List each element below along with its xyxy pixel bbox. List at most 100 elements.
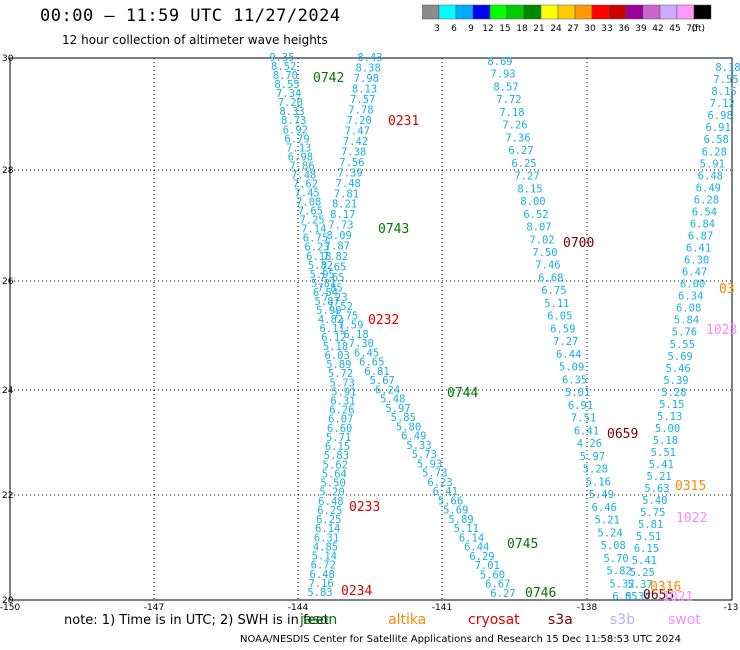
wave-height-value: 5.97 [385,403,410,415]
wave-height-value: 4.26 [577,438,602,450]
colorbar-tick-label: 18 [516,24,528,34]
wave-height-value: 6.24 [375,384,400,396]
pass-time-label: 0746 [525,586,556,601]
wave-height-value: 8.52 [271,61,296,73]
wave-height-value: 6.18 [343,329,368,341]
y-tick-label: 28 [2,166,14,176]
wave-height-value: 6.31 [330,395,355,407]
wave-height-value: 8.15 [517,183,542,195]
pass-time-label: 0744 [447,386,478,401]
colorbar-tick-label: 70 [686,24,698,34]
wave-height-value: 7.65 [298,206,323,218]
pass-time-label: 0315 [675,479,706,494]
wave-height-value: 7.65 [321,262,346,274]
x-tick-label: -144 [288,603,309,613]
plot-frame [9,57,733,601]
wave-height-value: 5.75 [640,507,665,519]
pass-time-label: 0700 [563,236,594,251]
wave-height-value: 6.15 [325,441,350,453]
wave-height-value: 6.29 [469,551,494,563]
wave-height-value: 5.40 [642,495,667,507]
wave-height-value: 7.25 [299,215,324,227]
wave-height-value: 5.82 [308,260,333,272]
wave-height-value: 6.41 [686,243,711,255]
wave-height-value: 6.28 [694,194,719,206]
x-tick-label: -147 [144,603,164,613]
wave-height-value: 7.18 [499,107,524,119]
wave-height-value: 7.30 [349,338,374,350]
wave-height-value: 7.20 [346,115,371,127]
wave-height-value: 5.46 [665,363,690,375]
wave-height-value: 6.58 [704,134,729,146]
wave-height-value: 6.52 [523,209,548,221]
wave-height-value: 7.16 [308,578,333,590]
wave-height-value: 7.57 [350,94,375,106]
wave-height-value: 6.30 [684,255,709,267]
wave-height-value: 6.27 [508,145,533,157]
wave-height-value: 6.81 [364,366,389,378]
wave-height-value: 6.48 [310,569,335,581]
wave-height-value: 6.28 [702,146,727,158]
page-subtitle: 12 hour collection of altimeter wave hei… [62,33,328,47]
wave-height-value: 7.23 [322,292,347,304]
wave-height-value: 6.46 [592,502,617,514]
wave-height-value: 5.71 [326,432,351,444]
wave-height-value: 6.25 [317,505,342,517]
wave-height-value: 6.14 [459,532,484,544]
wave-height-value: 6.14 [315,523,340,535]
wave-height-value: 5.37 [627,579,652,591]
pass-time-label: 0234 [341,584,372,599]
colorbar-tick-label: 15 [499,24,510,34]
colorbar-tick-label: 6 [451,24,457,34]
wave-height-value: 6.84 [690,218,715,230]
wave-height-value: 5.55 [670,339,695,351]
wave-height-value: 5.64 [322,468,347,480]
wave-height-value: 6.34 [678,291,703,303]
y-tick-label: 26 [2,277,14,287]
wave-height-value: 4.82 [318,314,343,326]
wave-height-value: 8.13 [352,83,377,95]
wave-height-value: 5.33 [406,440,431,452]
wave-height-value: 7.36 [505,132,530,144]
wave-height-value: 6.98 [707,110,732,122]
wave-height-value: 5.09 [559,362,584,374]
wave-height-value: 7.51 [571,413,596,425]
colorbar-tick-label: 12 [482,24,493,34]
wave-height-value: 6.15 [634,543,659,555]
wave-height-value: 5.18 [323,341,348,353]
wave-height-value: 7.46 [535,260,560,272]
satellite-legend-s3a: s3a [548,612,573,628]
wave-height-value: 5.60 [480,569,505,581]
wave-height-value: 8.69 [487,56,512,68]
wave-height-value: 5.80 [396,421,421,433]
wave-height-value: 4.85 [313,541,338,553]
wave-height-value: 6.59 [550,323,575,335]
satellite-legend-altika: altika [388,612,427,628]
wave-height-value: 7.02 [529,234,554,246]
colorbar-tick-label: 33 [601,24,612,34]
satellite-legend-swot: swot [668,612,701,628]
wave-height-value: 5.95 [309,269,334,281]
wave-height-value: 5.62 [323,459,348,471]
wave-height-value: 6.54 [313,287,338,299]
wave-height-value: 5.91 [700,158,725,170]
wave-height-value: 6.23 [304,242,329,254]
wave-height-value: 6.91 [706,122,731,134]
wave-height-value: 7.26 [502,120,527,132]
footer-note: note: 1) Time is in UTC; 2) SWH is in fe… [64,613,329,628]
wave-height-value: 7.55 [713,74,738,86]
wave-height-value: 5.13 [657,411,682,423]
altimeter-track: 9.358.528.708.557.347.208.338.736.926.79… [269,52,356,599]
colorbar-swatch [693,4,712,20]
wave-height-value: 7.48 [336,178,361,190]
pass-time-label: 1023 [706,323,737,338]
wave-height-value: 5.84 [674,315,699,327]
wave-height-value: 6.54 [692,206,717,218]
wave-height-value: 5.82 [606,566,631,578]
wave-height-value: 7.56 [339,157,364,169]
wave-height-value: 6.92 [283,124,308,136]
colorbar-tick-label: 9 [468,24,474,34]
altimeter-track: 8.697.938.577.727.187.267.366.276.257.27… [487,56,637,603]
wave-height-value: 7.08 [296,197,321,209]
